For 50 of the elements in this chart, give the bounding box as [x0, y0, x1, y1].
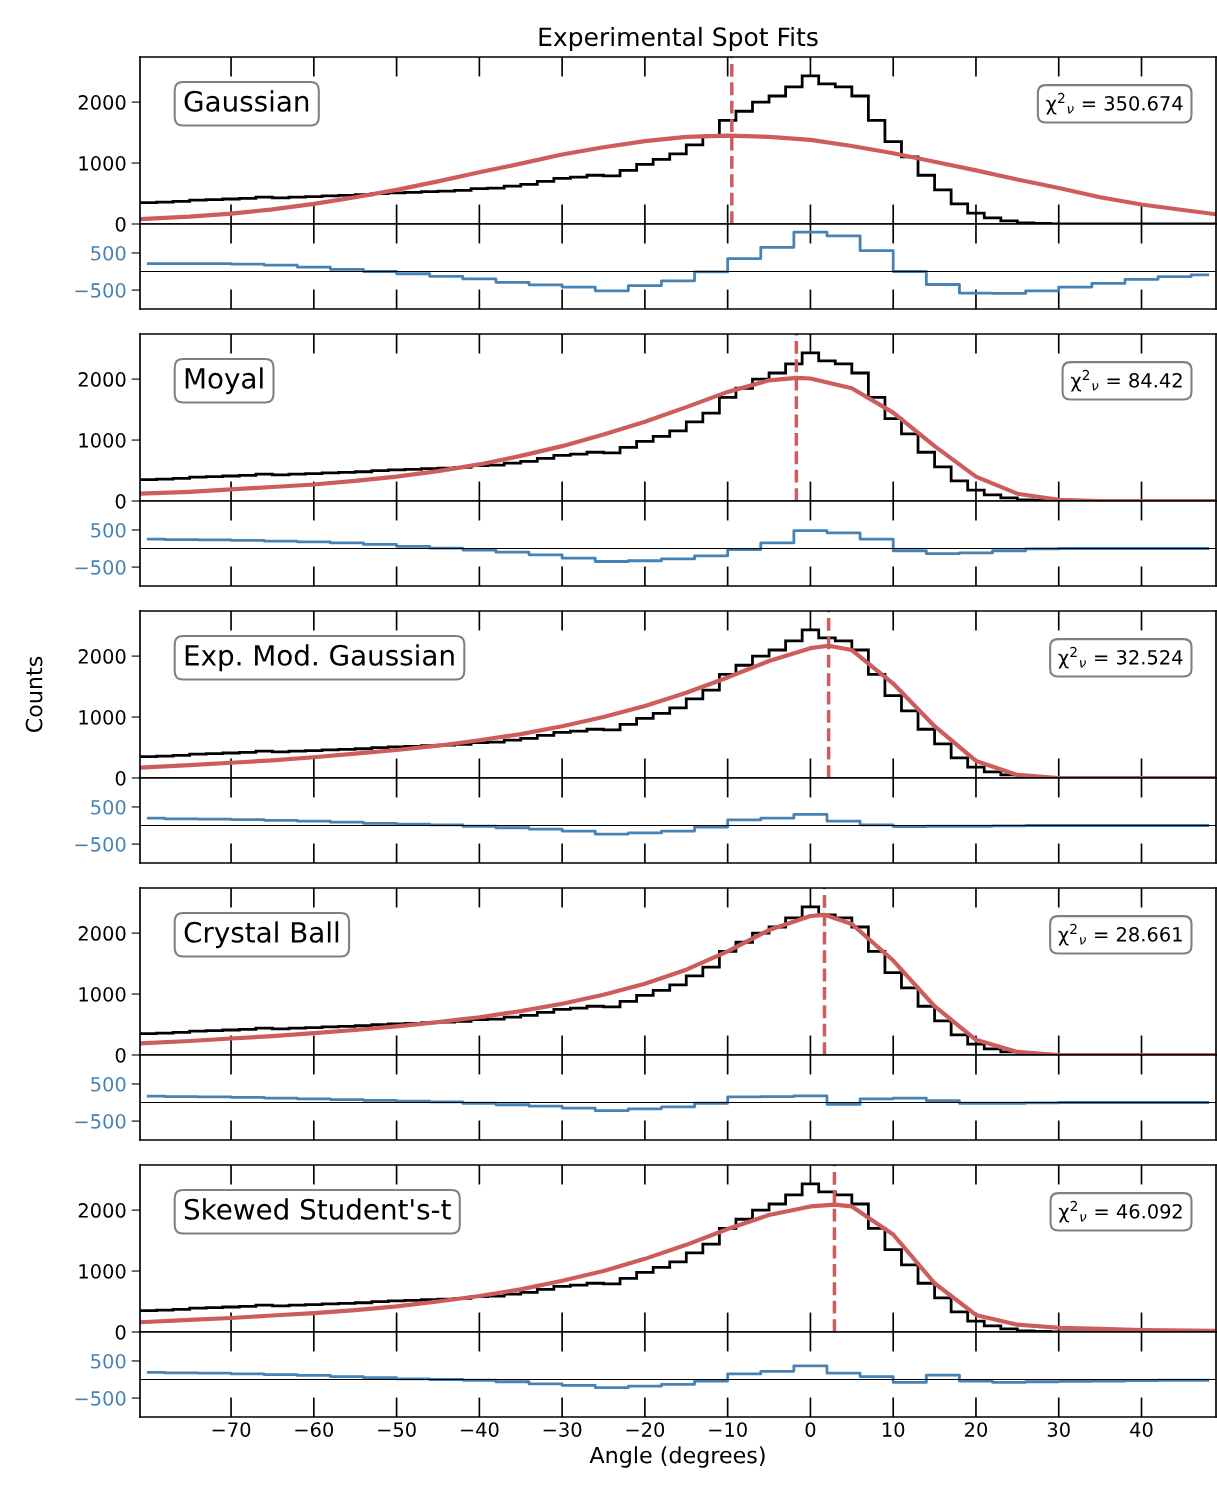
x-tick-label: 40 — [1130, 1422, 1153, 1437]
x-tick-label: −30 — [543, 1422, 582, 1437]
annotation: χ$^{2}$$_{ν}$ = 46.092 — [1058, 1200, 1182, 1223]
annotation: χ$^{2}$$_{ν}$ = 84.42 — [1070, 369, 1182, 392]
x-tick-label: −20 — [626, 1422, 665, 1437]
x-tick-label: −70 — [212, 1422, 251, 1437]
x-tick-label: 20 — [965, 1422, 988, 1437]
x-tick-label: −10 — [709, 1422, 747, 1437]
x-tick-label: −60 — [295, 1422, 334, 1437]
x-tick-label: 10 — [882, 1422, 905, 1437]
y-tick-label: 0 — [115, 216, 126, 232]
y-axis-title: Counts — [25, 656, 43, 733]
y-tick-label: 0 — [115, 493, 126, 509]
annotation: Moyal — [185, 367, 263, 395]
y-tick-label: −500 — [75, 283, 126, 298]
y-tick-label: 2000 — [78, 649, 126, 664]
y-tick-label: −500 — [75, 560, 126, 575]
annotation: χ$^{2}$$_{ν}$ = 32.524 — [1058, 646, 1183, 669]
x-tick-label: 0 — [805, 1422, 816, 1437]
y-tick-label: 0 — [115, 1324, 126, 1340]
y-tick-label: 500 — [91, 1076, 126, 1092]
y-tick-label: 500 — [91, 1353, 126, 1369]
chart-title: Experimental Spot Fits — [539, 26, 818, 52]
y-tick-label: 500 — [91, 245, 126, 261]
y-tick-label: −500 — [75, 1114, 126, 1129]
annotation: χ$^{2}$$_{ν}$ = 350.674 — [1046, 92, 1183, 115]
y-tick-label: −500 — [75, 1391, 126, 1406]
y-tick-label: 1000 — [79, 710, 126, 725]
y-tick-label: 1000 — [79, 1264, 126, 1279]
y-tick-label: 1000 — [79, 987, 126, 1002]
x-tick-label: −40 — [460, 1422, 499, 1437]
y-tick-label: −500 — [75, 837, 126, 852]
x-tick-label: 30 — [1047, 1422, 1070, 1437]
y-tick-label: 0 — [115, 770, 126, 786]
y-tick-label: 0 — [115, 1047, 126, 1063]
annotation: Skewed Student's-t — [184, 1198, 451, 1220]
annotation: Exp. Mod. Gaussian — [185, 644, 454, 672]
x-tick-label: −50 — [378, 1422, 416, 1437]
annotation: Gaussian — [184, 90, 309, 112]
y-tick-label: 2000 — [78, 1203, 126, 1218]
y-tick-label: 500 — [91, 522, 126, 538]
y-tick-label: 500 — [91, 799, 126, 815]
annotation: χ$^{2}$$_{ν}$ = 28.661 — [1058, 923, 1182, 946]
x-axis-title: Angle (degrees) — [589, 1446, 765, 1468]
y-tick-label: 2000 — [78, 372, 126, 387]
y-tick-label: 2000 — [78, 926, 126, 941]
y-tick-label: 1000 — [79, 433, 126, 448]
annotation: Crystal Ball — [184, 921, 339, 949]
y-tick-label: 1000 — [79, 156, 126, 171]
y-tick-label: 2000 — [78, 95, 126, 110]
